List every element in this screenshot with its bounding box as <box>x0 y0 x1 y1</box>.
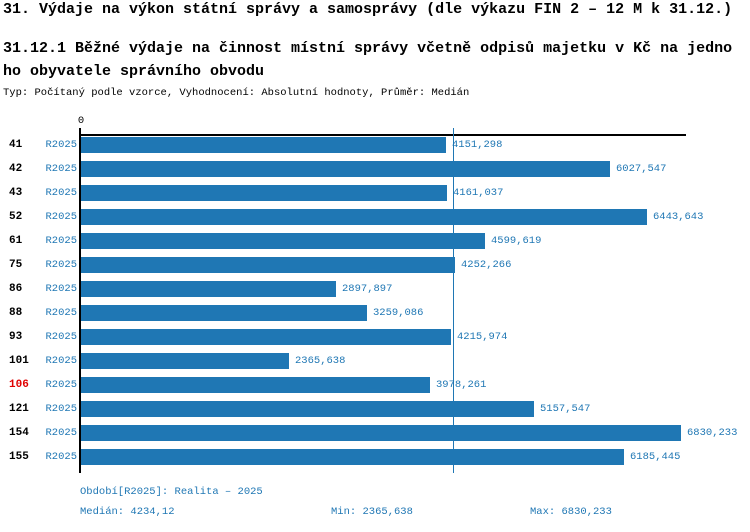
row-category-label: 93 <box>9 331 23 343</box>
row-category-label: 61 <box>9 235 23 247</box>
bar <box>81 305 367 321</box>
indicator-meta-line: Typ: Počítaný podle vzorce, Vyhodnocení:… <box>3 87 470 99</box>
report-title: 31. Výdaje na výkon státní správy a samo… <box>3 1 733 18</box>
bar-value-label: 4599,619 <box>491 235 542 247</box>
indicator-subtitle-line-1: 31.12.1 Běžné výdaje na činnost místní s… <box>3 40 733 57</box>
bar <box>81 329 451 345</box>
bar-value-label: 3259,086 <box>373 307 424 319</box>
bar-value-label: 2897,897 <box>342 283 393 295</box>
chart-row: 101 R2025 2365,638 <box>0 353 750 369</box>
bar <box>81 449 624 465</box>
row-category-label: 52 <box>9 211 23 223</box>
bar <box>81 185 447 201</box>
bar-value-label: 3978,261 <box>436 379 487 391</box>
bar <box>81 257 455 273</box>
row-category-label: 154 <box>9 427 29 439</box>
row-series-label: R2025 <box>45 163 77 175</box>
row-series-label: R2025 <box>45 403 77 415</box>
chart-row: 41 R2025 4151,298 <box>0 137 750 153</box>
bar-value-label: 5157,547 <box>540 403 591 415</box>
y-axis-line <box>79 128 81 473</box>
max-stat: Max: 6830,233 <box>530 506 612 518</box>
row-category-label: 88 <box>9 307 23 319</box>
bar-value-label: 6830,233 <box>687 427 738 439</box>
row-series-label: R2025 <box>45 283 77 295</box>
bar <box>81 425 681 441</box>
row-series-label: R2025 <box>45 211 77 223</box>
row-series-label: R2025 <box>45 307 77 319</box>
indicator-subtitle-line-2: ho obyvatele správního obvodu <box>3 63 265 80</box>
bar-value-label: 6027,547 <box>616 163 667 175</box>
row-series-label: R2025 <box>45 451 77 463</box>
row-series-label: R2025 <box>45 187 77 199</box>
median-line <box>453 128 454 473</box>
bar-value-label: 4215,974 <box>457 331 508 343</box>
bar-value-label: 2365,638 <box>295 355 346 367</box>
bar-value-label: 4151,298 <box>452 139 503 151</box>
bar-value-label: 4161,037 <box>453 187 504 199</box>
bar <box>81 209 647 225</box>
row-series-label: R2025 <box>45 427 77 439</box>
row-category-label: 42 <box>9 163 23 175</box>
bar-chart: 0 41 R2025 4151,298 42 R2025 6027,547 43 R2025 4… <box>0 115 750 473</box>
chart-row: 154 R2025 6830,233 <box>0 425 750 441</box>
row-category-label: 43 <box>9 187 23 199</box>
chart-row: 93 R2025 4215,974 <box>0 329 750 345</box>
chart-row: 88 R2025 3259,086 <box>0 305 750 321</box>
bar <box>81 281 336 297</box>
bar <box>81 233 485 249</box>
row-series-label: R2025 <box>45 235 77 247</box>
row-category-label: 155 <box>9 451 29 463</box>
x-axis-line <box>79 134 686 136</box>
row-series-label: R2025 <box>45 379 77 391</box>
row-category-label: 101 <box>9 355 29 367</box>
row-category-label: 121 <box>9 403 29 415</box>
bar <box>81 137 446 153</box>
bar-value-label: 6443,643 <box>653 211 704 223</box>
row-series-label: R2025 <box>45 331 77 343</box>
chart-row: 75 R2025 4252,266 <box>0 257 750 273</box>
chart-row: 43 R2025 4161,037 <box>0 185 750 201</box>
row-series-label: R2025 <box>45 355 77 367</box>
chart-row: 52 R2025 6443,643 <box>0 209 750 225</box>
bar <box>81 353 289 369</box>
period-legend: Období[R2025]: Realita – 2025 <box>80 486 263 498</box>
chart-row: 42 R2025 6027,547 <box>0 161 750 177</box>
chart-row: 61 R2025 4599,619 <box>0 233 750 249</box>
row-category-label: 41 <box>9 139 23 151</box>
row-category-label: 75 <box>9 259 23 271</box>
bar <box>81 161 610 177</box>
row-category-label: 86 <box>9 283 23 295</box>
chart-row: 121 R2025 5157,547 <box>0 401 750 417</box>
bar <box>81 377 430 393</box>
row-category-label: 106 <box>9 379 29 391</box>
chart-row: 106 R2025 3978,261 <box>0 377 750 393</box>
chart-row: 86 R2025 2897,897 <box>0 281 750 297</box>
bar <box>81 401 534 417</box>
bar-value-label: 4252,266 <box>461 259 512 271</box>
median-stat: Medián: 4234,12 <box>80 506 175 518</box>
row-series-label: R2025 <box>45 139 77 151</box>
x-axis-zero-tick-label: 0 <box>77 115 85 127</box>
bar-value-label: 6185,445 <box>630 451 681 463</box>
row-series-label: R2025 <box>45 259 77 271</box>
min-stat: Min: 2365,638 <box>331 506 413 518</box>
chart-row: 155 R2025 6185,445 <box>0 449 750 465</box>
